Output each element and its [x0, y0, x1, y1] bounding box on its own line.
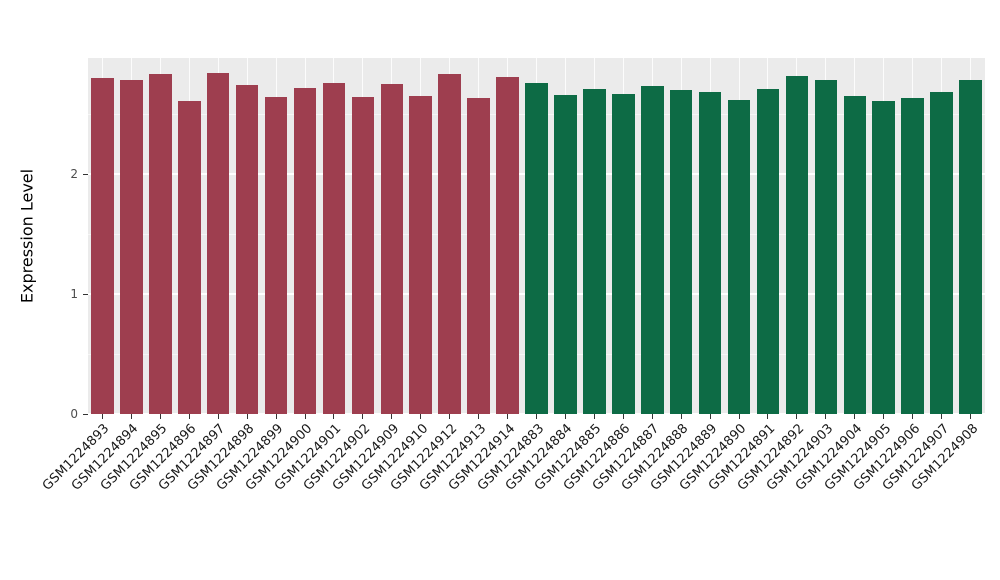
major-gridline	[88, 413, 985, 415]
x-tick-mark	[970, 414, 972, 419]
bar-GSM1224891	[756, 88, 780, 414]
bar-GSM1224910	[409, 96, 433, 414]
y-tick-mark	[83, 413, 88, 415]
bar-GSM1224895	[149, 74, 172, 414]
x-tick-mark	[854, 414, 856, 419]
bar-GSM1224890	[727, 99, 751, 414]
x-tick-mark	[883, 414, 885, 419]
x-tick-mark	[101, 414, 103, 419]
x-tick-mark	[912, 414, 914, 419]
bar-GSM1224909	[380, 84, 404, 414]
bar-GSM1224887	[640, 86, 664, 414]
x-tick-mark	[941, 414, 943, 419]
bar-GSM1224902	[351, 97, 375, 414]
y-tick-mark	[83, 293, 88, 295]
x-tick-mark	[593, 414, 595, 419]
y-tick-label: 0	[70, 407, 78, 421]
bar-GSM1224883	[525, 82, 548, 414]
bar-GSM1224897	[206, 73, 230, 414]
x-tick-mark	[709, 414, 711, 419]
x-tick-mark	[275, 414, 277, 419]
bar-GSM1224901	[322, 82, 346, 414]
bar-GSM1224913	[467, 98, 490, 414]
x-tick-mark	[564, 414, 566, 419]
x-tick-mark	[738, 414, 740, 419]
x-tick-mark	[217, 414, 219, 419]
x-tick-mark	[767, 414, 769, 419]
x-tick-mark	[362, 414, 364, 419]
x-tick-mark	[333, 414, 335, 419]
bar-GSM1224906	[901, 98, 924, 414]
bar-GSM1224900	[293, 87, 317, 414]
bar-GSM1224904	[843, 96, 867, 414]
x-tick-mark	[304, 414, 306, 419]
x-tick-mark	[159, 414, 161, 419]
bar-GSM1224885	[583, 88, 606, 414]
bar-GSM1224899	[264, 97, 288, 414]
bar-GSM1224893	[91, 78, 114, 414]
x-tick-mark	[420, 414, 422, 419]
bar-GSM1224892	[785, 75, 809, 414]
bar-GSM1224905	[872, 100, 895, 414]
x-tick-mark	[680, 414, 682, 419]
x-tick-mark	[391, 414, 393, 419]
bar-GSM1224884	[554, 94, 577, 414]
x-tick-mark	[796, 414, 798, 419]
y-axis-title: Expression Level	[17, 168, 37, 304]
bar-GSM1224896	[177, 100, 201, 414]
x-tick-mark	[449, 414, 451, 419]
x-tick-mark	[188, 414, 190, 419]
x-tick-mark	[651, 414, 653, 419]
bar-GSM1224914	[496, 76, 519, 414]
plot-panel	[88, 58, 985, 415]
bar-GSM1224912	[438, 74, 461, 414]
x-tick-mark	[246, 414, 248, 419]
x-tick-mark	[130, 414, 132, 419]
bar-GSM1224907	[930, 92, 953, 414]
bar-GSM1224898	[235, 85, 259, 414]
y-tick-mark	[83, 173, 88, 175]
bar-GSM1224903	[814, 80, 838, 414]
bar-GSM1224886	[612, 93, 635, 414]
bar-GSM1224908	[959, 80, 982, 414]
x-tick-mark	[507, 414, 509, 419]
bar-GSM1224889	[698, 92, 722, 414]
y-tick-label: 2	[70, 167, 78, 181]
bar-GSM1224888	[669, 90, 693, 414]
x-tick-mark	[622, 414, 624, 419]
x-tick-mark	[536, 414, 537, 419]
x-tick-mark	[478, 414, 480, 419]
x-tick-mark	[825, 414, 827, 419]
bar-GSM1224894	[120, 80, 143, 414]
y-tick-label: 1	[70, 287, 78, 301]
